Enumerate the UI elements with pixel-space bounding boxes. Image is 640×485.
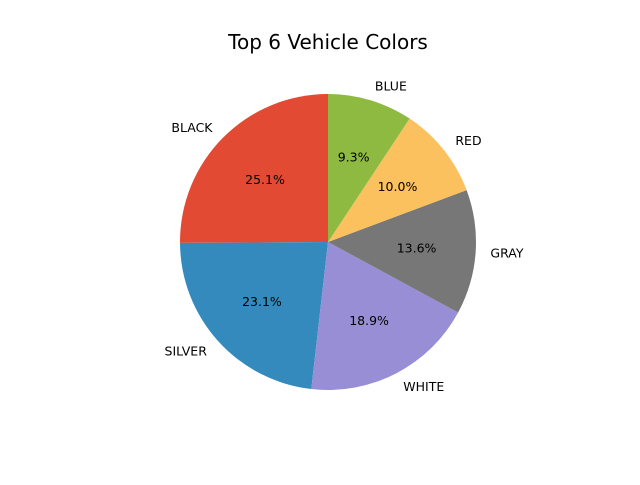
pie-slice-red: [328, 118, 467, 242]
chart-title: Top 6 Vehicle Colors: [227, 30, 428, 54]
percent-label-gray: 13.6%: [397, 241, 437, 256]
category-label-white: WHITE: [403, 379, 444, 394]
category-label-gray: GRAY: [490, 246, 523, 261]
percent-label-silver: 23.1%: [242, 294, 282, 309]
category-label-blue: BLUE: [375, 79, 407, 94]
pie-slice-blue: [328, 94, 410, 242]
percent-label-white: 18.9%: [349, 313, 389, 328]
category-label-silver: SILVER: [165, 343, 208, 358]
pie-slice-white: [311, 242, 459, 390]
pie-slice-silver: [180, 242, 328, 390]
percent-label-blue: 9.3%: [338, 149, 370, 164]
pie-slice-gray: [328, 190, 477, 313]
category-label-black: BLACK: [171, 120, 213, 135]
percent-label-red: 10.0%: [378, 179, 418, 194]
percent-label-black: 25.1%: [245, 172, 285, 187]
category-label-red: RED: [455, 133, 481, 148]
pie-slice-black: [179, 94, 328, 243]
pie-slices: [179, 94, 477, 390]
pie-labels: BLACK 25.1% SILVER 23.1% WHITE 18.9% GRAY 13.6%…: [165, 79, 524, 394]
